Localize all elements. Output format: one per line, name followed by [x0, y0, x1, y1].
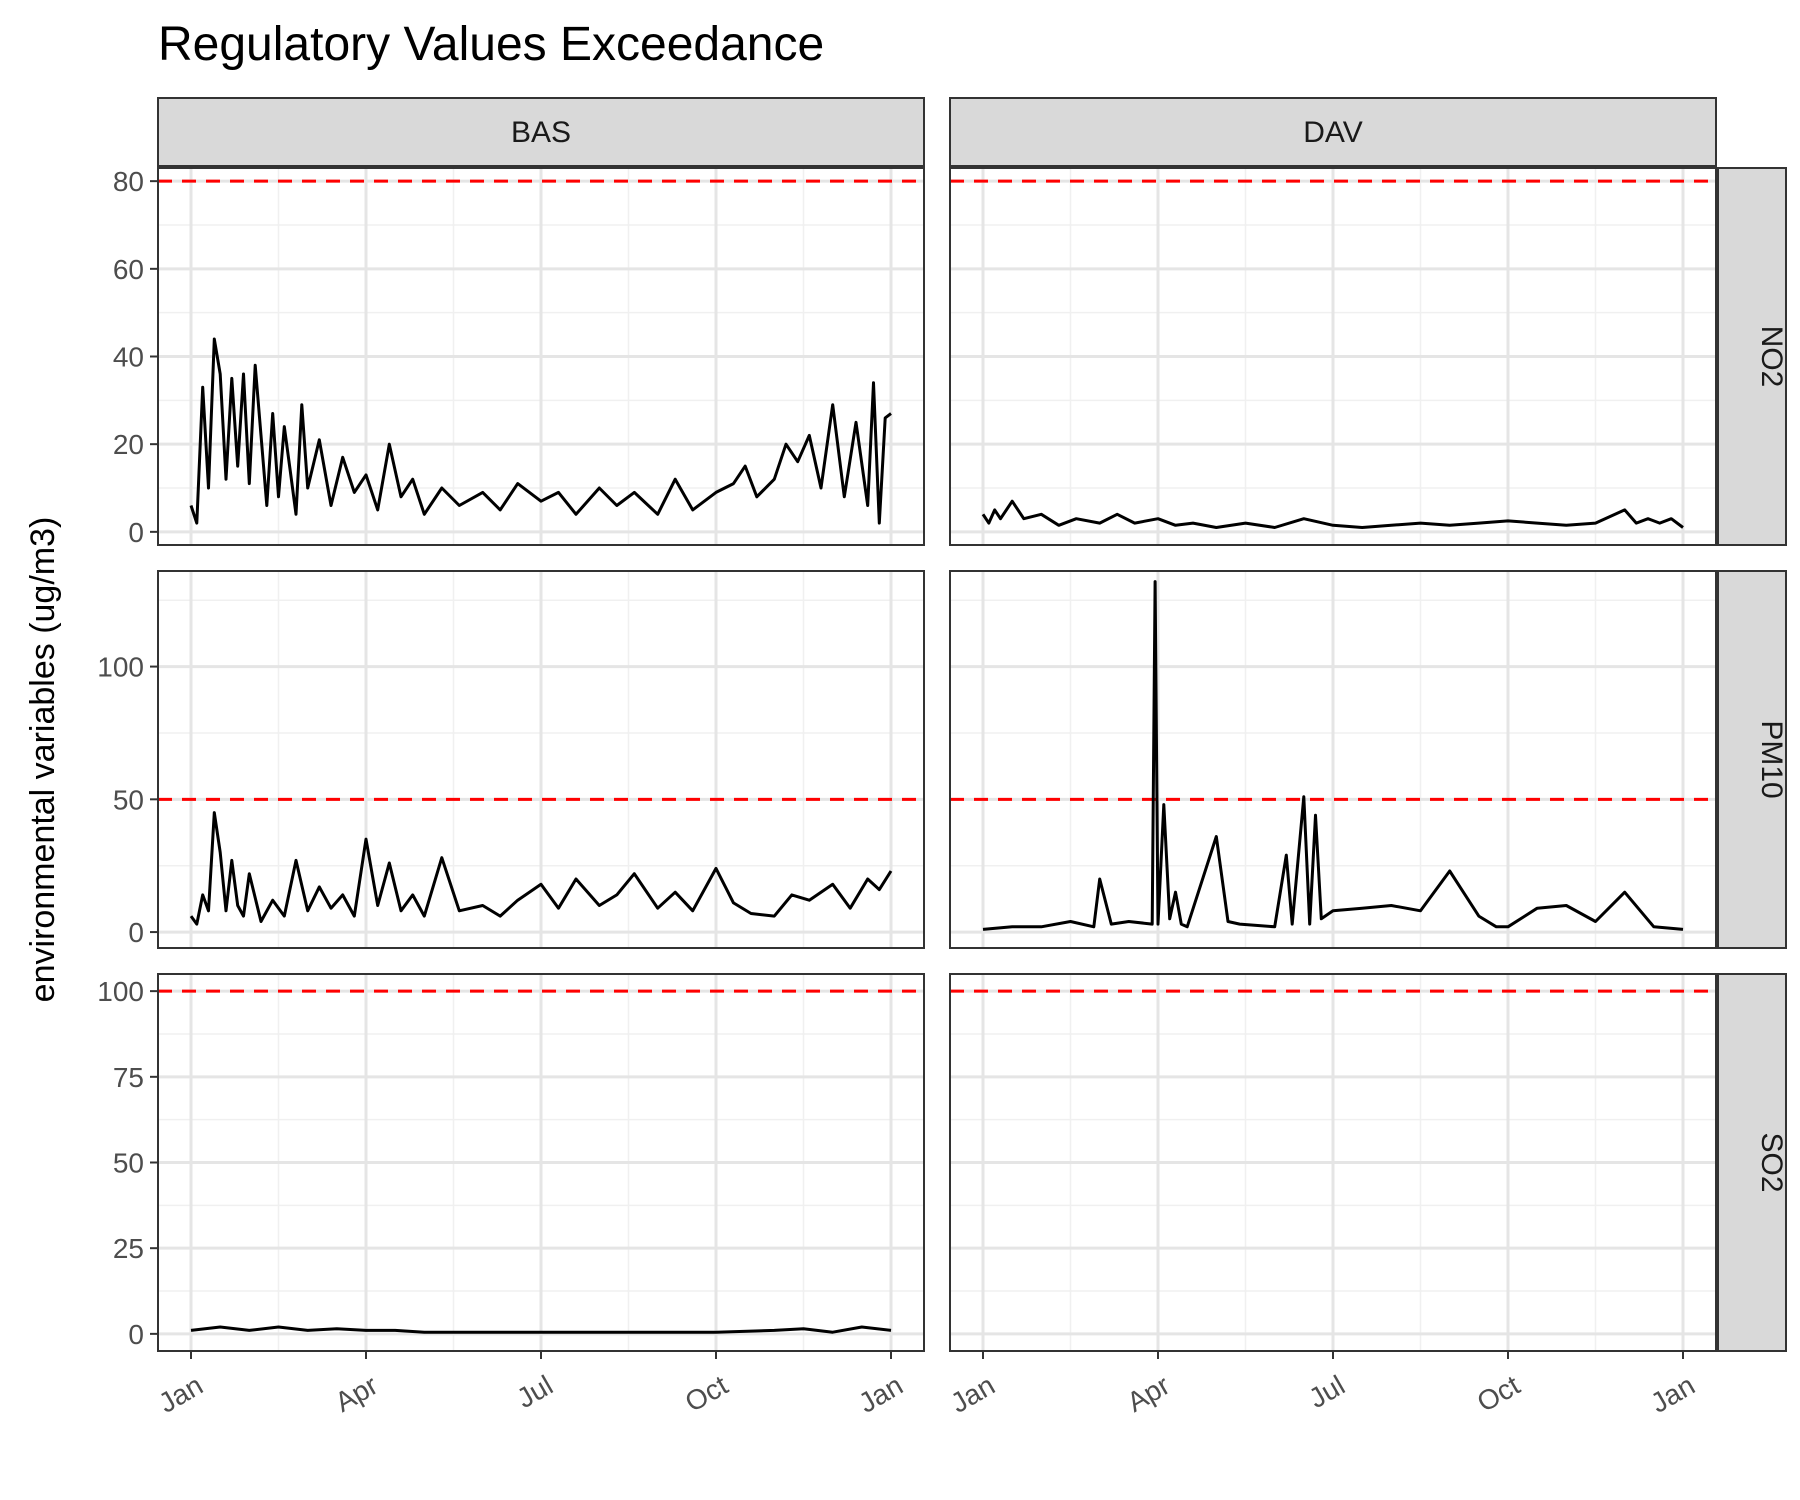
facet-strip-pm10: [1717, 570, 1787, 949]
x-tick-label: Jul: [511, 1369, 558, 1414]
panel-border: [157, 570, 925, 949]
y-tick-label: 75: [113, 1062, 144, 1093]
y-axis-title: environmental variables (ug/m3): [24, 517, 62, 1003]
series-line-bas-so2: [190, 1325, 892, 1334]
series-line-dav-pm10: [982, 580, 1684, 931]
panel-border: [949, 570, 1717, 949]
x-tick-label: Apr: [330, 1369, 383, 1418]
panel-bas-so2: 0 25 50 75 100: [97, 973, 925, 1352]
y-tick-label: 100: [97, 976, 144, 1007]
x-tick-label: Oct: [1472, 1369, 1525, 1418]
panel-border: [949, 167, 1717, 546]
panel-dav-so2: [949, 973, 1717, 1352]
y-tick-label: 60: [113, 254, 144, 285]
x-tick-label: Jan: [1645, 1369, 1700, 1418]
facet-strip-so2: [1717, 973, 1787, 1352]
x-tick-label: Jan: [853, 1369, 908, 1418]
y-tick-label: 40: [113, 342, 144, 373]
y-tick-label: 50: [113, 784, 144, 815]
facet-strip-bas: [157, 97, 925, 167]
y-tick-label: 100: [97, 652, 144, 683]
facet-strip-no2: [1717, 167, 1787, 546]
y-tick-label: 0: [128, 917, 144, 948]
panel-bas-no2: 0 20 40 60 80: [113, 166, 925, 548]
series-line-bas-pm10: [189, 811, 893, 926]
y-tick-label: 25: [113, 1233, 144, 1264]
series-line-bas-no2: [189, 337, 892, 525]
y-tick-label: 0: [128, 1319, 144, 1350]
facet-strip-label: BAS: [511, 116, 571, 149]
facet-strip-label: NO2: [1755, 326, 1788, 388]
x-tick-label: Oct: [680, 1369, 733, 1418]
x-tick-label: Jul: [1303, 1369, 1350, 1414]
x-tick-label: Jan: [153, 1369, 208, 1418]
panel-dav-pm10: [949, 570, 1717, 949]
x-tick-label: Apr: [1122, 1369, 1175, 1418]
y-tick-label: 80: [113, 166, 144, 197]
x-tick-label: Jan: [945, 1369, 1000, 1418]
facet-strip-dav: [949, 97, 1717, 167]
chart-title: Regulatory Values Exceedance: [158, 18, 824, 71]
facet-strip-label: DAV: [1303, 116, 1362, 149]
panel-bas-pm10: 0 50 100: [97, 570, 925, 949]
y-tick-label: 50: [113, 1148, 144, 1179]
facet-grid: BAS 0 20 40 60 80 0 50 100 0 25 50 75 100 Jan Apr Jul Oct…: [97, 97, 1788, 1419]
y-tick-label: 20: [113, 429, 144, 460]
facet-strip-label: PM10: [1755, 720, 1788, 798]
panel-dav-no2: [949, 167, 1717, 546]
y-tick-label: 0: [128, 517, 144, 548]
facet-strip-label: SO2: [1755, 1132, 1788, 1192]
series-line-dav-no2: [981, 499, 1684, 529]
